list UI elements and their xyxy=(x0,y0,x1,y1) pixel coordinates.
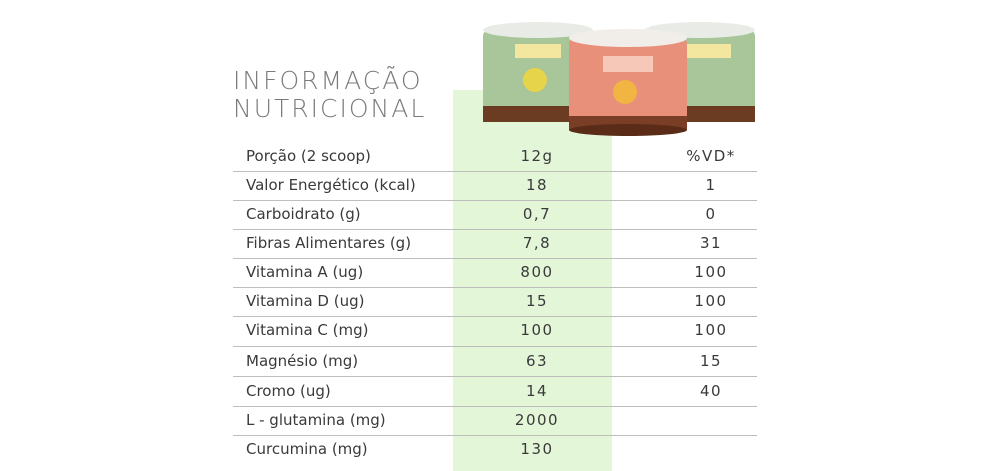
amount: 15 xyxy=(525,292,549,310)
product-image xyxy=(483,22,755,136)
nutrient-name: Curcumina (mg) xyxy=(246,440,368,458)
row-divider xyxy=(233,171,757,172)
row-divider xyxy=(233,316,757,317)
row-divider xyxy=(233,376,757,377)
amount: 130 xyxy=(520,440,554,458)
nutrient-name: Vitamina A (ug) xyxy=(246,263,364,281)
row-divider xyxy=(233,258,757,259)
daily-value: 0 xyxy=(705,205,717,223)
daily-value: 100 xyxy=(694,321,728,339)
amount: 63 xyxy=(525,352,549,370)
nutrient-name: Fibras Alimentares (g) xyxy=(246,234,412,252)
row-divider xyxy=(233,346,757,347)
row-divider xyxy=(233,229,757,230)
daily-value: 100 xyxy=(694,263,728,281)
row-divider xyxy=(233,406,757,407)
can-center xyxy=(569,29,687,136)
row-divider xyxy=(233,287,757,288)
nutrient-name: Porção (2 scoop) xyxy=(246,147,371,165)
title-line: INFORMAÇÃO xyxy=(233,66,423,95)
row-divider xyxy=(233,200,757,201)
row-divider xyxy=(233,435,757,436)
amount: 100 xyxy=(520,321,554,339)
daily-value: 31 xyxy=(699,234,723,252)
nutrient-name: Valor Energético (kcal) xyxy=(246,176,416,194)
highlight-column xyxy=(453,90,612,471)
nutrient-name: Vitamina D (ug) xyxy=(246,292,365,310)
amount: 18 xyxy=(525,176,549,194)
amount: 800 xyxy=(520,263,554,281)
amount: 0,7 xyxy=(522,205,552,223)
amount: 7,8 xyxy=(522,234,552,252)
daily-value: 1 xyxy=(705,176,717,194)
nutrient-name: Magnésio (mg) xyxy=(246,352,359,370)
amount: 12g xyxy=(520,147,554,165)
can-left xyxy=(483,22,593,122)
nutrient-name: Carboidrato (g) xyxy=(246,205,361,223)
daily-value: 100 xyxy=(694,292,728,310)
nutrient-name: Vitamina C (mg) xyxy=(246,321,369,339)
title-line: NUTRICIONAL xyxy=(233,94,427,123)
daily-value: 40 xyxy=(699,382,723,400)
daily-value: 15 xyxy=(699,352,723,370)
nutrient-name: L - glutamina (mg) xyxy=(246,411,386,429)
daily-value: %VD* xyxy=(686,147,736,165)
amount: 2000 xyxy=(514,411,560,429)
amount: 14 xyxy=(525,382,549,400)
nutrient-name: Cromo (ug) xyxy=(246,382,331,400)
